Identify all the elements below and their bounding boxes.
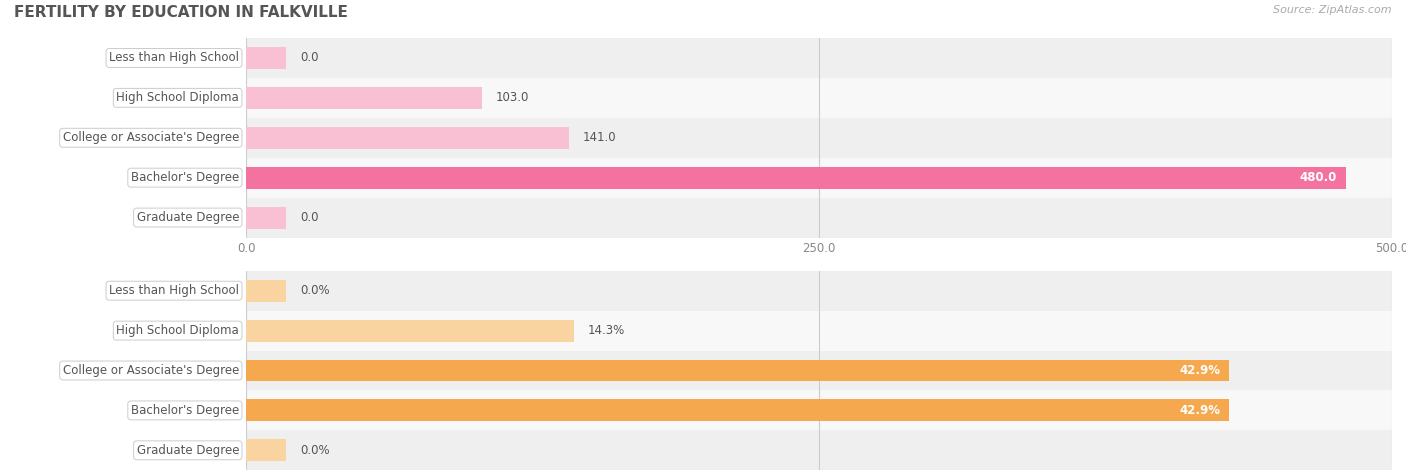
Text: 103.0: 103.0	[496, 91, 529, 104]
Bar	[246, 118, 1392, 158]
Bar	[246, 399, 1229, 421]
Bar	[246, 87, 482, 109]
Bar	[246, 158, 1392, 198]
Bar	[246, 207, 287, 228]
Text: Graduate Degree: Graduate Degree	[136, 444, 239, 457]
Bar	[246, 280, 287, 302]
Bar	[246, 47, 287, 69]
Text: 0.0: 0.0	[299, 51, 318, 65]
Text: 0.0: 0.0	[299, 211, 318, 224]
Text: 42.9%: 42.9%	[1180, 364, 1220, 377]
Text: 141.0: 141.0	[583, 131, 617, 144]
Bar	[246, 360, 1229, 381]
Text: 14.3%: 14.3%	[588, 324, 624, 337]
Bar	[246, 320, 574, 342]
Bar	[246, 351, 1392, 390]
Text: FERTILITY BY EDUCATION IN FALKVILLE: FERTILITY BY EDUCATION IN FALKVILLE	[14, 5, 347, 20]
Text: 0.0%: 0.0%	[299, 284, 329, 297]
Text: Source: ZipAtlas.com: Source: ZipAtlas.com	[1274, 5, 1392, 15]
Text: Less than High School: Less than High School	[110, 284, 239, 297]
Bar	[246, 271, 1392, 311]
Bar	[246, 390, 1392, 430]
Text: High School Diploma: High School Diploma	[117, 324, 239, 337]
Text: High School Diploma: High School Diploma	[117, 91, 239, 104]
Text: Less than High School: Less than High School	[110, 51, 239, 65]
Bar	[246, 78, 1392, 118]
Text: Bachelor's Degree: Bachelor's Degree	[131, 171, 239, 184]
Bar	[246, 127, 569, 149]
Text: Graduate Degree: Graduate Degree	[136, 211, 239, 224]
Bar	[246, 439, 287, 461]
Bar	[246, 198, 1392, 238]
Bar	[246, 38, 1392, 78]
Bar	[246, 311, 1392, 351]
Text: College or Associate's Degree: College or Associate's Degree	[63, 131, 239, 144]
Text: Bachelor's Degree: Bachelor's Degree	[131, 404, 239, 417]
Text: College or Associate's Degree: College or Associate's Degree	[63, 364, 239, 377]
Text: 480.0: 480.0	[1299, 171, 1337, 184]
Text: 42.9%: 42.9%	[1180, 404, 1220, 417]
Bar	[246, 167, 1346, 189]
Text: 0.0%: 0.0%	[299, 444, 329, 457]
Bar	[246, 430, 1392, 470]
